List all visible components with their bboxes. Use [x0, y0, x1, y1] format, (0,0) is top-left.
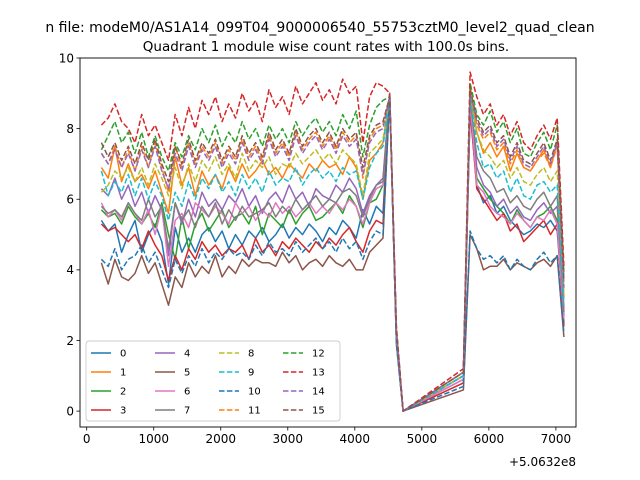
series-line-8 — [100, 92, 565, 412]
legend-label-5: 5 — [184, 368, 190, 379]
x-axis-offset-label: +5.0632e8 — [509, 455, 576, 469]
legend-label-10: 10 — [248, 387, 261, 398]
legend-label-2: 2 — [120, 387, 126, 398]
series-line-4 — [100, 92, 565, 412]
series-line-1 — [100, 89, 565, 412]
legend-label-8: 8 — [248, 349, 254, 360]
series-line-10 — [100, 96, 565, 412]
legend-label-9: 9 — [248, 368, 254, 379]
x-tick-label: 3000 — [273, 432, 304, 446]
legend-label-13: 13 — [312, 368, 325, 379]
legend-label-11: 11 — [248, 406, 261, 417]
legend-label-12: 12 — [312, 349, 325, 360]
y-tick-label: 4 — [66, 263, 74, 277]
axes-frame — [79, 57, 577, 428]
y-tick-label: 10 — [59, 51, 74, 65]
series-layer — [100, 71, 565, 412]
legend-label-4: 4 — [184, 349, 190, 360]
chart-title: Quadrant 1 module wise count rates with … — [143, 39, 509, 55]
y-axis-ticks: 0 2 4 6 8 10 — [59, 51, 80, 418]
x-tick-label: 6000 — [474, 432, 505, 446]
y-tick-label: 0 — [66, 404, 74, 418]
x-tick-label: 0 — [83, 432, 91, 446]
series-line-5 — [100, 92, 565, 412]
x-tick-label: 2000 — [205, 432, 236, 446]
legend-label-1: 1 — [120, 368, 126, 379]
x-tick-label: 1000 — [138, 432, 169, 446]
legend-box — [85, 340, 341, 422]
series-line-13 — [100, 71, 565, 412]
y-tick-label: 8 — [66, 122, 74, 136]
figure-suptitle: n file: modeM0/AS1A14_099T04_9000006540_… — [45, 20, 594, 36]
legend-label-6: 6 — [184, 387, 190, 398]
x-axis-ticks: 0 1000 2000 3000 4000 5000 6000 7000 — [83, 427, 571, 446]
legend-label-15: 15 — [312, 406, 325, 417]
series-line-15 — [100, 89, 565, 412]
x-tick-label: 7000 — [541, 432, 572, 446]
legend-label-7: 7 — [184, 406, 190, 417]
series-line-12 — [100, 81, 565, 412]
series-line-7 — [100, 92, 565, 412]
legend-label-14: 14 — [312, 387, 325, 398]
y-tick-label: 2 — [66, 334, 74, 348]
series-line-9 — [100, 96, 565, 412]
legend-label-3: 3 — [120, 406, 126, 417]
x-tick-label: 5000 — [407, 432, 438, 446]
x-tick-label: 4000 — [340, 432, 371, 446]
series-line-11 — [100, 85, 565, 412]
y-tick-label: 6 — [66, 193, 74, 207]
legend-label-0: 0 — [120, 349, 126, 360]
